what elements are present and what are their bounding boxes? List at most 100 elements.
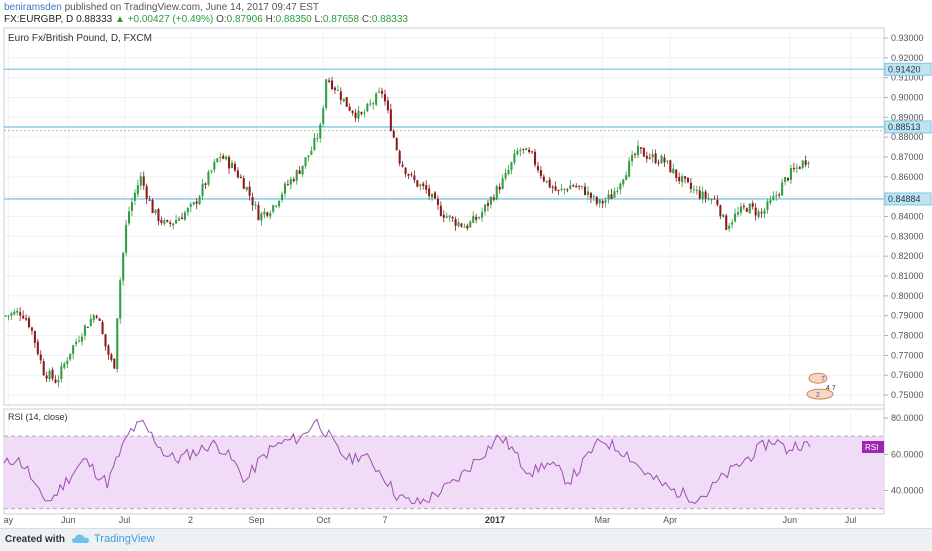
candle-body (466, 225, 469, 229)
candle-body (689, 182, 692, 189)
candle-body (716, 199, 719, 205)
candle-body (431, 193, 434, 198)
candle-body (416, 180, 419, 187)
candle-body (228, 157, 231, 169)
candle-body (319, 124, 322, 139)
candle-body (601, 200, 604, 204)
tradingview-brand: TradingView (94, 533, 155, 545)
candle-body (581, 185, 584, 187)
candle-body (301, 165, 304, 175)
time-tick-label: Jul (845, 515, 857, 525)
price-chart[interactable]: 0.93000 0.92000 0.91000 0.90000 0.89000 0.880… (0, 0, 932, 528)
candle-body (295, 170, 298, 181)
rsi-tick-label: 40.0000 (891, 485, 924, 495)
candle-body (766, 201, 769, 210)
candle-body (207, 171, 210, 185)
candle-body (795, 167, 798, 169)
candle-body (678, 176, 681, 182)
rsi-badge (862, 441, 884, 454)
quote-line: FX:EURGBP, D 0.88333 ▲ +0.00427 (+0.49%)… (4, 14, 924, 26)
tradingview-link[interactable]: TradingView (72, 533, 155, 545)
candle-body (175, 219, 178, 224)
candle-body (351, 110, 354, 113)
candle-body (48, 370, 51, 380)
rsi-badge-label: RSI (865, 443, 878, 452)
candle-body (748, 203, 751, 213)
candle-body (598, 199, 601, 204)
candle-body (25, 318, 28, 320)
candle-body (157, 209, 160, 222)
candle-body (54, 379, 57, 383)
candle-body (781, 182, 784, 196)
candle-body (60, 366, 63, 379)
candle-body (725, 215, 728, 230)
candle-body (536, 166, 539, 171)
candle-body (439, 205, 442, 216)
candle-body (180, 217, 184, 220)
candle-body (804, 160, 807, 165)
candle-body (151, 199, 154, 214)
candle-body (363, 112, 366, 114)
candle-body (660, 155, 663, 164)
candle-body (469, 221, 472, 228)
candle-body (483, 204, 487, 212)
candle-body (757, 211, 760, 217)
candles (4, 77, 810, 388)
candle-body (695, 190, 698, 192)
candle-body (457, 222, 460, 226)
candle-body (354, 112, 357, 119)
candle-body (272, 205, 275, 212)
author-link[interactable]: beniramsden (4, 2, 62, 13)
candle-body (575, 185, 578, 188)
ohlc-high: H:0.88350 (265, 14, 312, 25)
candle-body (492, 197, 495, 200)
rsi-tick-label: 60.0000 (891, 449, 924, 459)
candle-body (263, 211, 266, 215)
candle-body (248, 186, 251, 196)
candle-body (286, 184, 289, 186)
candle-body (663, 157, 666, 163)
created-with-label: Created with (5, 534, 66, 545)
candle-body (298, 170, 301, 174)
price-tick-label: 0.92000 (891, 53, 924, 63)
symbol-label[interactable]: FX:EURGBP, D (4, 14, 74, 25)
candle-body (233, 163, 236, 171)
candle-body (389, 109, 392, 131)
candle-body (183, 212, 186, 220)
candle-body (392, 130, 395, 138)
candle-body (478, 217, 481, 219)
candle-body (428, 188, 431, 196)
candle-body (445, 216, 448, 218)
chart-header: beniramsden published on TradingView.com… (4, 2, 924, 26)
candle-body (107, 345, 110, 355)
candle-body (113, 358, 116, 369)
candle-body (451, 217, 454, 219)
candle-body (125, 224, 128, 253)
candle-body (734, 213, 737, 222)
price-tick-label: 0.83000 (891, 231, 924, 241)
candle-body (557, 189, 560, 191)
price-tick-label: 0.89000 (891, 112, 924, 122)
candle-body (625, 175, 628, 181)
chart-title: Euro Fx/British Pound, D, FXCM (8, 33, 152, 44)
candle-body (401, 164, 404, 167)
event-marker (808, 372, 828, 384)
candle-body (495, 186, 498, 200)
candle-body (278, 200, 281, 207)
candle-body (563, 188, 566, 190)
price-tick-label: 0.81000 (891, 271, 924, 281)
candle-body (666, 160, 669, 162)
candle-body (784, 177, 787, 182)
price-tick-label: 0.80000 (891, 291, 924, 301)
candle-body (172, 223, 175, 226)
candle-body (675, 169, 678, 178)
candle-body (510, 162, 513, 170)
time-tick-label: Jul (119, 515, 131, 525)
candle-body (463, 226, 466, 228)
candle-body (589, 192, 592, 198)
candle-body (128, 211, 131, 224)
price-tick-label: 0.77000 (891, 350, 924, 360)
candle-body (322, 108, 325, 124)
candle-body (204, 183, 207, 185)
candle-body (89, 318, 92, 326)
